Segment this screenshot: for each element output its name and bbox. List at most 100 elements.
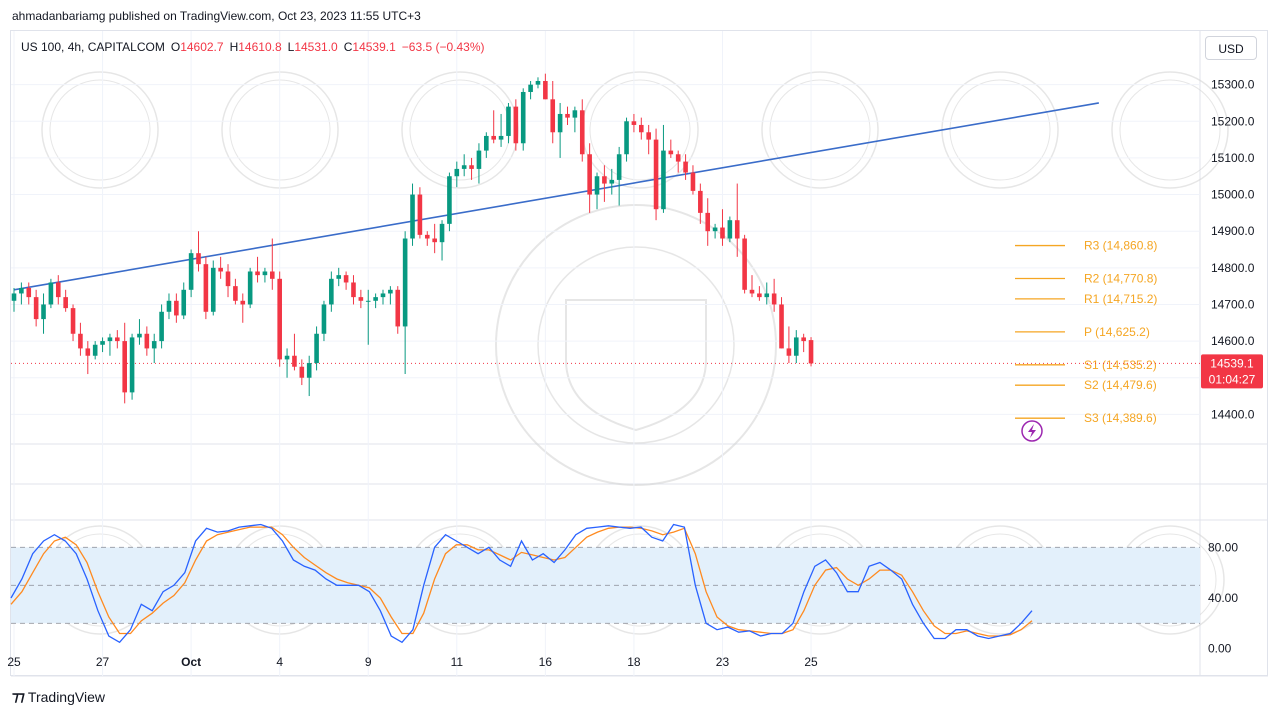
candle-body[interactable] (255, 271, 260, 276)
candle-body[interactable] (129, 337, 135, 393)
candle-body[interactable] (78, 333, 83, 349)
candle-body[interactable] (454, 168, 460, 177)
candle-body[interactable] (520, 91, 526, 144)
candle-body[interactable] (321, 304, 327, 334)
candle-body[interactable] (11, 293, 17, 301)
candle-body[interactable] (749, 289, 755, 294)
candle-body[interactable] (550, 99, 556, 133)
candle-body[interactable] (306, 363, 312, 378)
candle-body[interactable] (439, 223, 445, 243)
candle-body[interactable] (646, 132, 651, 140)
candle-body[interactable] (690, 172, 696, 191)
candle-body[interactable] (365, 300, 371, 302)
candle-body[interactable] (380, 293, 386, 298)
candle-body[interactable] (100, 341, 105, 345)
candle-body[interactable] (771, 293, 777, 305)
candle-body[interactable] (447, 176, 452, 224)
candle-body[interactable] (616, 154, 622, 180)
candle-body[interactable] (270, 271, 275, 279)
candle-body[interactable] (543, 80, 548, 100)
candle-body[interactable] (299, 366, 305, 378)
candle-body[interactable] (683, 161, 688, 173)
candle-body[interactable] (115, 337, 120, 342)
candle-body[interactable] (210, 267, 216, 312)
candle-body[interactable] (698, 190, 703, 213)
candle-body[interactable] (498, 135, 504, 140)
candle-body[interactable] (388, 289, 393, 294)
candle-body[interactable] (240, 300, 246, 305)
candle-body[interactable] (528, 84, 533, 92)
candle-body[interactable] (203, 264, 209, 312)
candle-body[interactable] (535, 80, 541, 85)
candle-body[interactable] (358, 297, 364, 301)
candle-body[interactable] (653, 139, 659, 210)
candle-body[interactable] (631, 121, 637, 125)
candle-body[interactable] (506, 106, 511, 136)
candle-body[interactable] (491, 135, 496, 140)
candle-body[interactable] (19, 287, 24, 294)
candle-body[interactable] (336, 275, 342, 279)
candle-body[interactable] (461, 165, 467, 169)
candle-body[interactable] (801, 337, 806, 342)
candle-body[interactable] (432, 238, 437, 243)
candle-body[interactable] (402, 238, 408, 327)
candle-body[interactable] (159, 311, 164, 342)
tradingview-brand[interactable]: ⁊⁊ TradingView (12, 688, 105, 705)
candle-body[interactable] (41, 304, 46, 320)
candle-body[interactable] (734, 220, 740, 239)
currency-button[interactable]: USD (1205, 36, 1257, 60)
candle-body[interactable] (351, 282, 356, 298)
candle-body[interactable] (329, 278, 334, 305)
symbol-info[interactable]: US 100, 4h, CAPITALCOM (21, 40, 165, 54)
candle-body[interactable] (122, 341, 127, 393)
candle-body[interactable] (63, 297, 68, 309)
candle-body[interactable] (513, 106, 519, 144)
candle-body[interactable] (484, 135, 489, 151)
candle-body[interactable] (48, 282, 54, 305)
candle-body[interactable] (70, 308, 76, 334)
candle-body[interactable] (594, 176, 600, 195)
candle-body[interactable] (565, 113, 570, 118)
candle-body[interactable] (712, 227, 718, 232)
candle-body[interactable] (314, 333, 319, 364)
candle-body[interactable] (557, 113, 563, 133)
candle-body[interactable] (786, 348, 792, 356)
candle-body[interactable] (742, 238, 747, 290)
candle-body[interactable] (793, 337, 799, 356)
candle-body[interactable] (469, 165, 474, 169)
candle-body[interactable] (247, 271, 253, 305)
candle-body[interactable] (85, 348, 91, 356)
candle-body[interactable] (476, 150, 482, 169)
candle-body[interactable] (572, 110, 578, 118)
candle-body[interactable] (55, 282, 61, 298)
candle-body[interactable] (417, 194, 423, 235)
candle-body[interactable] (292, 355, 297, 367)
candle-body[interactable] (144, 333, 150, 349)
candle-body[interactable] (107, 337, 113, 342)
candle-body[interactable] (410, 194, 415, 239)
candle-body[interactable] (233, 286, 238, 301)
candle-body[interactable] (26, 287, 32, 298)
candle-body[interactable] (262, 271, 268, 276)
candle-body[interactable] (602, 176, 607, 184)
candle-body[interactable] (395, 289, 401, 327)
candle-body[interactable] (609, 179, 615, 184)
candle-body[interactable] (764, 293, 770, 298)
candle-body[interactable] (174, 300, 179, 316)
candle-body[interactable] (343, 275, 349, 283)
candle-body[interactable] (757, 293, 762, 298)
candle-body[interactable] (661, 150, 666, 210)
candle-body[interactable] (424, 234, 430, 239)
candle-body[interactable] (675, 154, 681, 162)
candle-body[interactable] (188, 253, 194, 290)
candle-body[interactable] (624, 121, 629, 155)
candle-body[interactable] (579, 110, 585, 155)
candle-body[interactable] (668, 150, 674, 155)
candle-body[interactable] (779, 304, 784, 349)
trendline[interactable] (13, 102, 1099, 291)
candle-body[interactable] (137, 333, 142, 338)
candle-body[interactable] (277, 278, 282, 360)
candle-body[interactable] (284, 355, 290, 360)
candle-body[interactable] (218, 267, 223, 272)
